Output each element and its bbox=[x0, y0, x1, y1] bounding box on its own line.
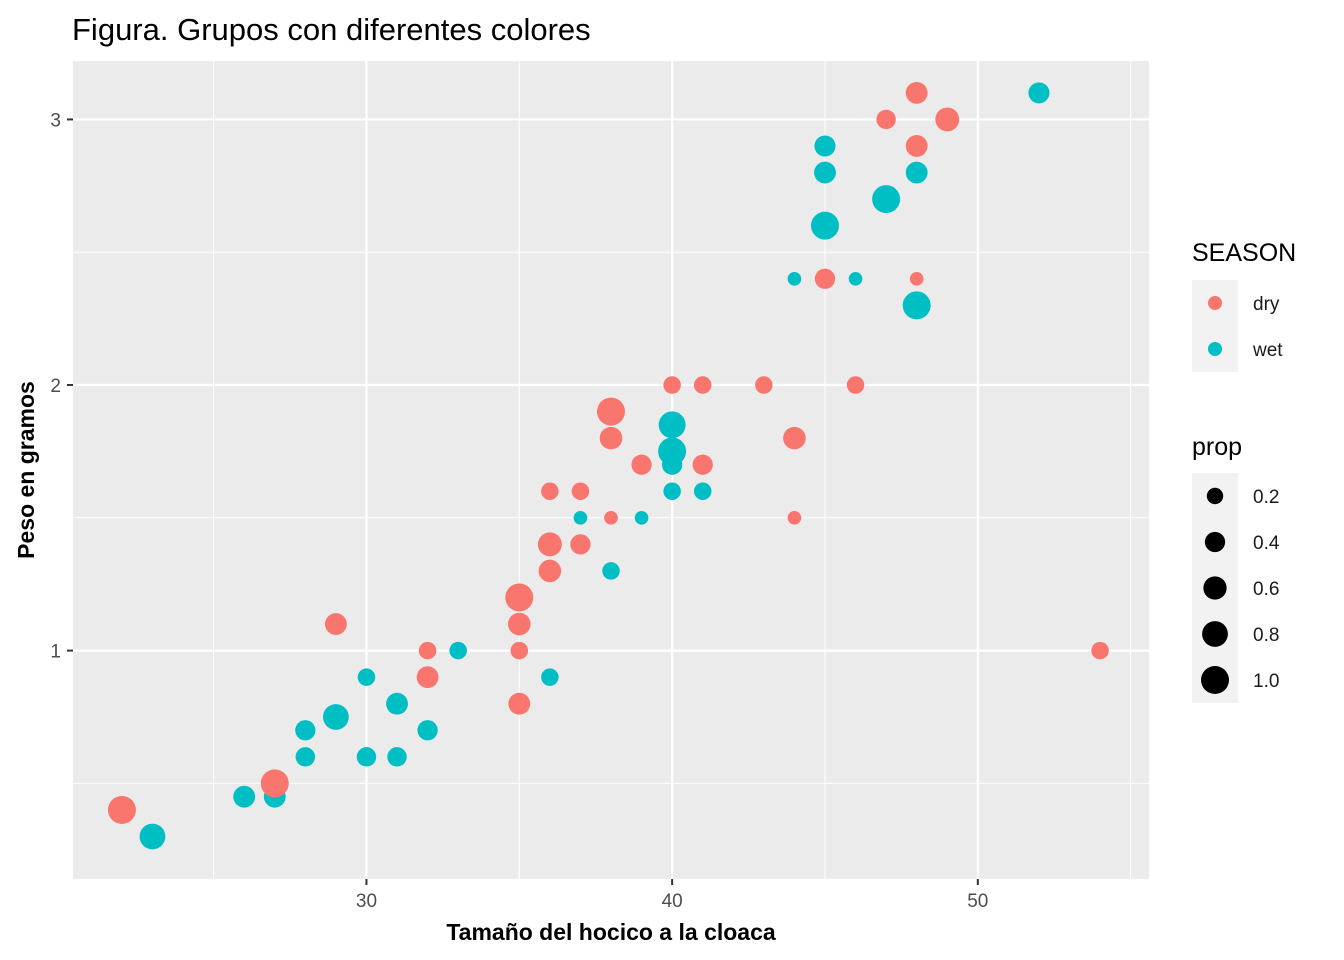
legend-label-wet: wet bbox=[1252, 340, 1283, 361]
data-points bbox=[107, 81, 1109, 850]
data-point-wet bbox=[848, 271, 863, 286]
data-point-dry bbox=[537, 532, 562, 557]
season-legend: SEASON dry wet bbox=[1192, 239, 1296, 372]
size-legend-key bbox=[1202, 621, 1228, 647]
x-tick-label: 30 bbox=[356, 891, 377, 912]
data-point-wet bbox=[814, 135, 836, 157]
data-point-wet bbox=[787, 271, 802, 286]
data-point-dry bbox=[876, 109, 896, 130]
data-point-wet bbox=[449, 641, 467, 660]
size-legend-key bbox=[1203, 576, 1227, 600]
data-point-wet bbox=[902, 291, 931, 320]
data-point-dry bbox=[260, 769, 289, 798]
data-point-dry bbox=[693, 376, 712, 394]
data-point-dry bbox=[905, 81, 928, 104]
data-point-wet bbox=[357, 668, 376, 686]
data-point-wet bbox=[872, 185, 901, 214]
data-point-dry bbox=[508, 692, 531, 715]
season-legend-title: SEASON bbox=[1192, 239, 1296, 267]
legend-key-dry bbox=[1208, 296, 1222, 310]
prop-legend-title: prop bbox=[1192, 433, 1242, 461]
data-point-dry bbox=[541, 482, 559, 500]
data-point-dry bbox=[599, 426, 623, 450]
plot-panel bbox=[73, 61, 1149, 879]
data-point-dry bbox=[663, 376, 681, 394]
size-legend-key bbox=[1201, 666, 1229, 694]
size-legend-key bbox=[1204, 531, 1226, 553]
data-point-dry bbox=[597, 397, 625, 426]
data-point-wet bbox=[295, 747, 316, 767]
chart-title: Figura. Grupos con diferentes colores bbox=[72, 12, 591, 47]
data-point-wet bbox=[356, 747, 377, 767]
data-point-dry bbox=[905, 135, 928, 157]
y-tick-label: 2 bbox=[50, 376, 61, 397]
data-point-dry bbox=[787, 510, 802, 525]
data-point-dry bbox=[107, 795, 136, 824]
data-point-wet bbox=[814, 161, 836, 184]
data-point-dry bbox=[510, 641, 529, 660]
y-axis-title: Peso en gramos bbox=[13, 381, 39, 559]
data-point-dry bbox=[571, 482, 590, 500]
x-axis-title: Tamaño del hocico a la cloaca bbox=[446, 919, 776, 945]
data-point-wet bbox=[602, 562, 620, 580]
data-point-dry bbox=[416, 666, 439, 689]
data-point-wet bbox=[139, 823, 166, 850]
size-legend-key bbox=[1206, 487, 1224, 505]
size-legend-label: 0.8 bbox=[1253, 625, 1279, 646]
y-tick-label: 1 bbox=[50, 642, 61, 663]
data-point-dry bbox=[570, 534, 591, 555]
data-point-wet bbox=[386, 692, 408, 715]
x-tick-label: 40 bbox=[662, 891, 683, 912]
axis-ticks: 30 40 50 1 2 3 bbox=[50, 110, 988, 912]
data-point-wet bbox=[233, 785, 256, 808]
data-point-dry bbox=[814, 268, 836, 289]
data-point-dry bbox=[505, 583, 534, 612]
data-point-wet bbox=[322, 704, 349, 730]
data-point-dry bbox=[909, 271, 924, 286]
data-point-wet bbox=[658, 411, 686, 439]
prop-legend: prop 0.2 0.4 0.6 0.8 1.0 bbox=[1192, 433, 1280, 703]
data-point-dry bbox=[538, 559, 562, 583]
data-point-dry bbox=[755, 376, 773, 394]
data-point-wet bbox=[295, 720, 316, 741]
data-point-wet bbox=[634, 510, 649, 525]
data-point-dry bbox=[846, 376, 865, 394]
x-tick-label: 50 bbox=[967, 891, 988, 912]
data-point-wet bbox=[658, 437, 687, 466]
data-point-wet bbox=[573, 510, 588, 525]
data-point-dry bbox=[631, 454, 652, 475]
data-point-dry bbox=[418, 641, 437, 660]
data-point-dry bbox=[1091, 641, 1109, 660]
size-legend-label: 1.0 bbox=[1253, 671, 1279, 692]
data-point-wet bbox=[905, 161, 928, 184]
data-point-dry bbox=[324, 613, 347, 635]
data-point-dry bbox=[604, 510, 618, 525]
data-point-wet bbox=[663, 482, 681, 500]
data-point-dry bbox=[692, 454, 713, 475]
data-point-dry bbox=[508, 612, 531, 636]
size-legend-label: 0.4 bbox=[1253, 533, 1280, 554]
data-point-wet bbox=[387, 747, 407, 767]
data-point-wet bbox=[693, 482, 712, 500]
y-tick-label: 3 bbox=[50, 110, 61, 131]
size-legend-label: 0.2 bbox=[1253, 487, 1279, 508]
data-point-dry bbox=[783, 426, 806, 450]
legend-key-wet bbox=[1208, 342, 1222, 356]
data-point-wet bbox=[1028, 82, 1050, 104]
data-point-wet bbox=[541, 668, 559, 686]
data-point-wet bbox=[417, 720, 438, 741]
legend-label-dry: dry bbox=[1253, 294, 1280, 315]
data-point-wet bbox=[810, 211, 839, 240]
data-point-dry bbox=[935, 107, 960, 132]
size-legend-label: 0.6 bbox=[1253, 579, 1279, 600]
